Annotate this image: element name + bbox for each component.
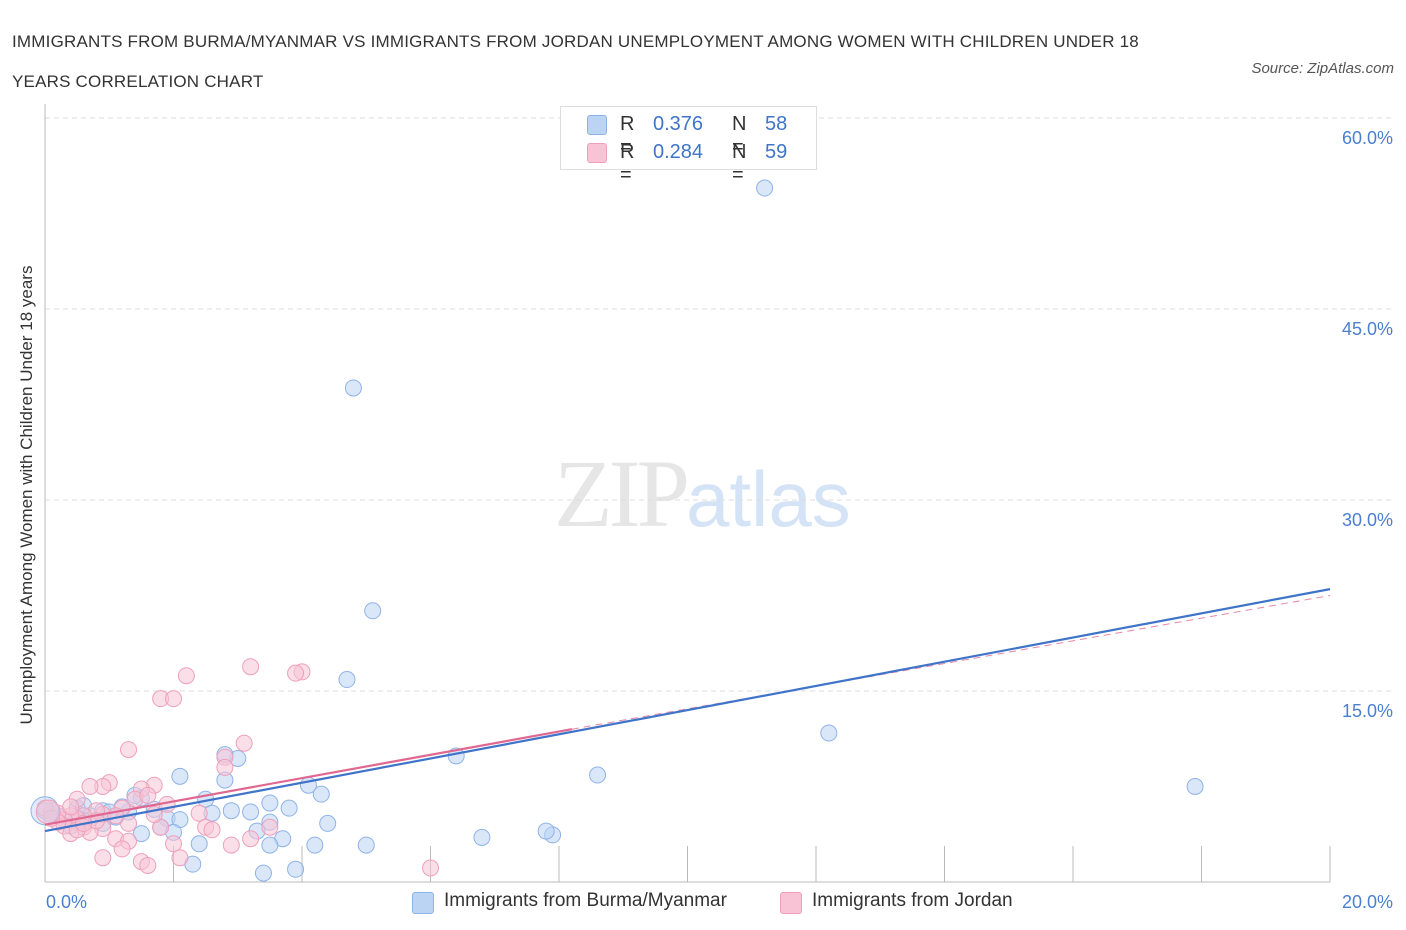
burma-point (589, 766, 607, 784)
jordan-point (190, 804, 208, 822)
legend-swatch-burma (587, 115, 607, 135)
burma-point (357, 836, 375, 854)
burma-point (261, 836, 279, 854)
burma-point (338, 671, 356, 689)
series-swatch-jordan (780, 892, 802, 914)
jordan-point (242, 830, 260, 848)
data-points (30, 179, 1204, 882)
jordan-point (422, 859, 439, 877)
legend-r-value: 0.284 (653, 141, 704, 163)
chart-title: IMMIGRANTS FROM BURMA/MYANMAR VS IMMIGRA… (12, 32, 1139, 91)
legend-n-value: 58 (765, 113, 788, 135)
legend-n-label: N = (732, 113, 747, 158)
burma-point (473, 828, 491, 846)
jordan-point (216, 758, 234, 776)
x-tick-label: 0.0% (46, 892, 87, 912)
burma-point (222, 802, 240, 820)
burma-point (344, 379, 362, 397)
burma-point (261, 794, 279, 812)
series-label-jordan: Immigrants from Jordan (812, 890, 1013, 911)
jordan-point (242, 658, 260, 676)
jordan-trend-line (44, 728, 573, 826)
jordan-point (113, 840, 131, 858)
legend-swatch-jordan (587, 143, 607, 163)
jordan-point (94, 849, 112, 867)
burma-trend-line (44, 588, 1331, 833)
burma-point (756, 179, 774, 197)
burma-point (287, 860, 305, 878)
legend-n-value: 59 (765, 141, 788, 163)
jordan-point (222, 836, 240, 854)
jordan-point (81, 778, 99, 795)
correlation-legend: R = 0.376 N = 58 R = 0.284 N = 59 (560, 106, 817, 186)
jordan-point (287, 664, 305, 682)
y-tick-label: 45.0% (1342, 319, 1393, 339)
y-tick-label: 60.0% (1342, 128, 1393, 148)
burma-point (306, 836, 324, 854)
legend-r-label: R = (620, 113, 635, 158)
jordan-point (165, 690, 182, 708)
trend-lines (44, 588, 1331, 833)
legend-r-value: 0.376 (653, 113, 704, 135)
burma-point (171, 767, 189, 785)
jordan-point (203, 821, 221, 839)
legend-n-label: N = (732, 141, 747, 186)
watermark-atlas: atlas (686, 455, 851, 543)
tick-labels: 15.0% 30.0% 45.0% 60.0% 0.0% 20.0% (46, 128, 1393, 912)
jordan-point (139, 856, 157, 874)
y-tick-label: 15.0% (1342, 701, 1393, 721)
jordan-point (235, 734, 253, 752)
series-label-burma: Immigrants from Burma/Myanmar (444, 890, 727, 911)
burma-point (190, 835, 208, 853)
axes (44, 104, 1331, 883)
watermark: ZIPatlas (554, 438, 851, 549)
jordan-point (139, 786, 157, 804)
burma-point (242, 803, 260, 821)
burma-point (1186, 778, 1204, 795)
jordan-point (35, 799, 61, 825)
legend-r-label: R = (620, 141, 635, 186)
burma-point (537, 822, 555, 840)
source-label: Source: ZipAtlas.com (1251, 60, 1394, 77)
jordan-point (120, 741, 138, 759)
jordan-point (62, 798, 80, 816)
grid-lines (45, 117, 1395, 692)
burma-point (132, 825, 150, 843)
x-tick-label: 20.0% (1342, 892, 1393, 912)
burma-point (312, 785, 330, 803)
burma-point (820, 724, 838, 742)
watermark-zip: ZIP (554, 440, 690, 547)
burma-point (254, 864, 272, 882)
jordan-point (261, 818, 279, 836)
jordan-point (177, 667, 195, 685)
jordan-point (165, 835, 182, 853)
series-swatch-burma (412, 892, 434, 914)
burma-point (280, 799, 298, 817)
burma-point (319, 814, 337, 832)
jordan-point (171, 849, 189, 867)
jordan-trend-extension (571, 595, 1331, 730)
burma-point (364, 602, 382, 620)
y-tick-label: 30.0% (1342, 510, 1393, 530)
